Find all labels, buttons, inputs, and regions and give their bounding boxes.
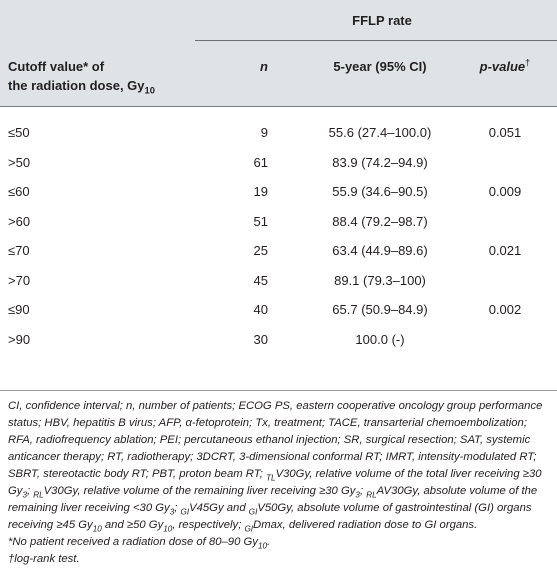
group-label: FFLP rate bbox=[352, 13, 412, 28]
row-cutoff: ≤50 bbox=[8, 125, 30, 140]
abbreviations-note: CI, confidence interval; n, number of pa… bbox=[8, 400, 543, 534]
row-rate: 100.0 (-) bbox=[355, 332, 405, 347]
row-cutoff: >50 bbox=[8, 155, 31, 170]
group-rule bbox=[195, 40, 557, 41]
logrank-note: †log-rank test. bbox=[8, 553, 80, 565]
row-n: 9 bbox=[260, 125, 268, 140]
row-p-value: 0.002 bbox=[488, 302, 522, 317]
row-n: 51 bbox=[253, 214, 268, 229]
row-n: 45 bbox=[253, 273, 268, 288]
row-rate: 65.7 (50.9–84.9) bbox=[332, 302, 428, 317]
row-n: 30 bbox=[253, 332, 268, 347]
row-cutoff: >60 bbox=[8, 214, 31, 229]
row-n: 61 bbox=[253, 155, 268, 170]
row-cutoff: ≤60 bbox=[8, 184, 30, 199]
row-rate: 55.6 (27.4–100.0) bbox=[328, 125, 432, 140]
col-label-line2: the radiation dose, Gy10 bbox=[8, 78, 155, 96]
row-p-value: 0.021 bbox=[488, 243, 522, 258]
col-rate-header: 5-year (95% CI) bbox=[333, 59, 427, 74]
row-n: 19 bbox=[253, 184, 268, 199]
row-cutoff: ≤70 bbox=[8, 243, 30, 258]
row-rate: 88.4 (79.2–98.7) bbox=[332, 214, 428, 229]
row-rate: 89.1 (79.3–100) bbox=[334, 273, 426, 288]
row-rate: 63.4 (44.9–89.6) bbox=[332, 243, 428, 258]
col-p-header: p-value† bbox=[479, 57, 531, 74]
row-n: 40 bbox=[253, 302, 268, 317]
table-footnotes: CI, confidence interval; n, number of pa… bbox=[8, 398, 550, 568]
col-label-line1: Cutoff value* of bbox=[8, 59, 105, 74]
row-rate: 83.9 (74.2–94.9) bbox=[332, 155, 428, 170]
body-rule bbox=[0, 390, 557, 391]
table-header-band bbox=[0, 0, 557, 106]
row-cutoff: >70 bbox=[8, 273, 31, 288]
row-p-value: 0.009 bbox=[488, 184, 522, 199]
header-rule bbox=[0, 106, 557, 107]
col-n-header: n bbox=[260, 59, 268, 74]
row-cutoff: ≤90 bbox=[8, 302, 30, 317]
row-rate: 55.9 (34.6–90.5) bbox=[332, 184, 428, 199]
cutoff-note: *No patient received a radiation dose of… bbox=[8, 536, 271, 551]
row-cutoff: >90 bbox=[8, 332, 31, 347]
row-p-value: 0.051 bbox=[488, 125, 522, 140]
row-n: 25 bbox=[253, 243, 268, 258]
